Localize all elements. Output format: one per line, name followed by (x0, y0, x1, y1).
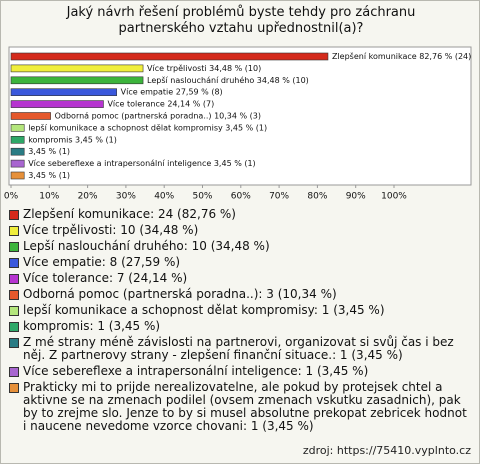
x-tick-label: 40% (154, 192, 174, 202)
legend-swatch (9, 290, 19, 300)
legend: Zlepšení komunikace: 24 (82,76 %) Více tr… (9, 208, 473, 436)
legend-swatch (9, 258, 19, 268)
legend-item: Zlepšení komunikace: 24 (82,76 %) (9, 208, 473, 221)
legend-item: Více sebereflexe a intrapersonální intel… (9, 365, 473, 378)
legend-item: Prakticky mi to prijde nerealizovatelne,… (9, 381, 473, 433)
legend-swatch (9, 338, 19, 348)
legend-label: Zlepšení komunikace: 24 (82,76 %) (23, 207, 236, 221)
bar-label: Zlepšení komunikace 82,76 % (24) (332, 51, 471, 61)
bar-label: 3,45 % (1) (28, 147, 70, 156)
legend-label: Více trpělivosti: 10 (34,48 %) (23, 223, 199, 237)
legend-label: kompromis: 1 (3,45 %) (23, 319, 161, 333)
legend-label: Z mé strany méně závislosti na partnerov… (23, 335, 454, 362)
legend-item: Více trpělivosti: 10 (34,48 %) (9, 224, 473, 237)
legend-swatch (9, 226, 19, 236)
bar-label: Odborná pomoc (partnerská poradna..) 10,… (55, 112, 261, 121)
legend-swatch (9, 210, 19, 220)
bar (10, 159, 25, 168)
legend-swatch (9, 322, 19, 332)
x-tick-label: 90% (346, 192, 366, 202)
bar (10, 147, 25, 156)
bar-label: Více sebereflexe a intrapersonální intel… (28, 159, 255, 168)
legend-label: lepší komunikace a schopnost dělat kompr… (23, 303, 385, 317)
legend-label: Lepší naslouchání druhého: 10 (34,48 %) (23, 239, 270, 253)
legend-label: Více sebereflexe a intrapersonální intel… (23, 364, 369, 378)
legend-label: Odborná pomoc (partnerská poradna..): 3 … (23, 287, 337, 301)
legend-label: Více empatie: 8 (27,59 %) (23, 255, 181, 269)
x-tick-label: 70% (269, 192, 289, 202)
bar-label: 3,45 % (1) (28, 171, 70, 180)
source: zdroj: https://75410.vyplnto.cz (302, 444, 471, 457)
x-tick-label: 0% (4, 192, 19, 202)
bar-label: Lepší naslouchání druhého 34,48 % (10) (147, 75, 309, 85)
bar-label: Více empatie 27,59 % (8) (121, 88, 223, 97)
bar (10, 112, 51, 120)
x-tick-label: 100% (381, 192, 407, 202)
bar-label: kompromis 3,45 % (1) (28, 135, 117, 144)
chart: 0% 10% 20% 30% 40% 50% 60% 70% 80% 90% 100% Zlepšen… (4, 46, 472, 202)
legend-swatch (9, 383, 19, 393)
x-tick-label: 80% (307, 192, 327, 202)
legend-swatch (9, 367, 19, 377)
legend-swatch (9, 242, 19, 252)
legend-item: Odborná pomoc (partnerská poradna..): 3 … (9, 288, 473, 301)
bar (10, 136, 25, 144)
x-tick-label: 60% (231, 192, 251, 202)
legend-item: lepší komunikace a schopnost dělat kompr… (9, 304, 473, 317)
chart-title: Jaký návrh řešení problémů byste tehdy p… (66, 5, 416, 36)
bar (10, 52, 329, 61)
legend-item: kompromis: 1 (3,45 %) (9, 320, 473, 333)
legend-item: Z mé strany méně závislosti na partnerov… (9, 336, 473, 362)
x-tick-label: 30% (116, 192, 136, 202)
legend-swatch (9, 306, 19, 316)
legend-item: Více tolerance: 7 (24,14 %) (9, 272, 473, 285)
legend-item: Lepší naslouchání druhého: 10 (34,48 %) (9, 240, 473, 253)
bar (10, 88, 117, 97)
bar-label: Více trpělivosti 34,48 % (10) (147, 64, 261, 73)
bar (10, 124, 25, 132)
bar-label: Více tolerance 24,14 % (7) (107, 100, 214, 109)
bar (10, 76, 144, 85)
bar (10, 100, 104, 108)
x-tick-label: 50% (192, 192, 212, 202)
legend-label: Více tolerance: 7 (24,14 %) (23, 271, 188, 285)
legend-swatch (9, 274, 19, 284)
x-tick-label: 20% (78, 192, 98, 202)
x-tick-label: 10% (39, 192, 59, 202)
legend-item: Více empatie: 8 (27,59 %) (9, 256, 473, 269)
legend-label: Prakticky mi to prijde nerealizovatelne,… (23, 380, 467, 433)
bar (10, 171, 25, 180)
bar-label: lepší komunikace a schopnost dělat kompr… (28, 122, 267, 132)
bar (10, 64, 144, 73)
